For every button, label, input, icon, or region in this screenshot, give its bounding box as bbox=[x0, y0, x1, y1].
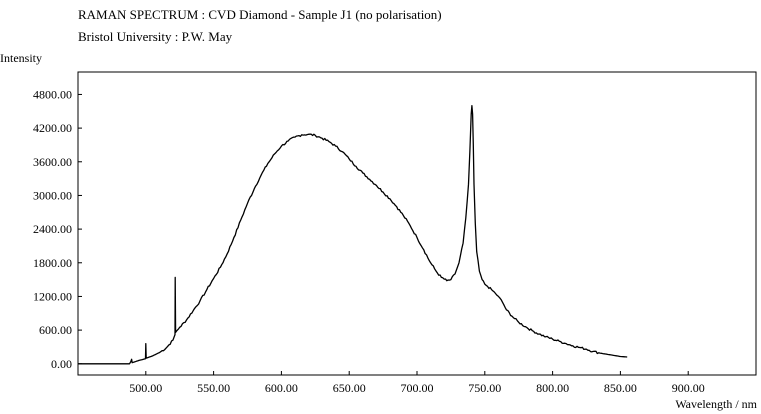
x-tick-label: 650.00 bbox=[333, 381, 366, 395]
x-tick-label: 850.00 bbox=[604, 381, 637, 395]
series-line-spectrum bbox=[78, 105, 628, 365]
x-tick-label: 750.00 bbox=[468, 381, 501, 395]
y-tick-label: 2400.00 bbox=[33, 222, 72, 236]
y-tick-label: 4200.00 bbox=[33, 121, 72, 135]
x-tick-label: 700.00 bbox=[401, 381, 434, 395]
y-axis-ticks: 0.00 600.00 1200.00 1800.00 2400.00 3000.00 36… bbox=[33, 87, 82, 371]
x-axis-ticks: 500.00 550.00 600.00 650.00 700.00 750.00 800.… bbox=[129, 371, 705, 395]
y-axis-label: Intensity bbox=[0, 51, 42, 65]
y-tick-label: 0.00 bbox=[51, 357, 72, 371]
y-tick-label: 600.00 bbox=[39, 323, 72, 337]
y-tick-label: 1200.00 bbox=[33, 289, 72, 303]
y-tick-label: 3000.00 bbox=[33, 188, 72, 202]
y-tick-label: 4800.00 bbox=[33, 87, 72, 101]
x-tick-label: 900.00 bbox=[672, 381, 705, 395]
y-tick-label: 1800.00 bbox=[33, 256, 72, 270]
x-tick-label: 600.00 bbox=[265, 381, 298, 395]
y-tick-label: 3600.00 bbox=[33, 155, 72, 169]
plot-frame bbox=[77, 71, 757, 376]
chart-subtitle: Bristol University : P.W. May bbox=[78, 29, 233, 44]
chart-title: RAMAN SPECTRUM : CVD Diamond - Sample J1… bbox=[78, 7, 442, 22]
x-tick-label: 550.00 bbox=[197, 381, 230, 395]
x-tick-label: 500.00 bbox=[129, 381, 162, 395]
x-tick-label: 800.00 bbox=[536, 381, 569, 395]
x-axis-label: Wavelength / nm bbox=[675, 397, 757, 411]
